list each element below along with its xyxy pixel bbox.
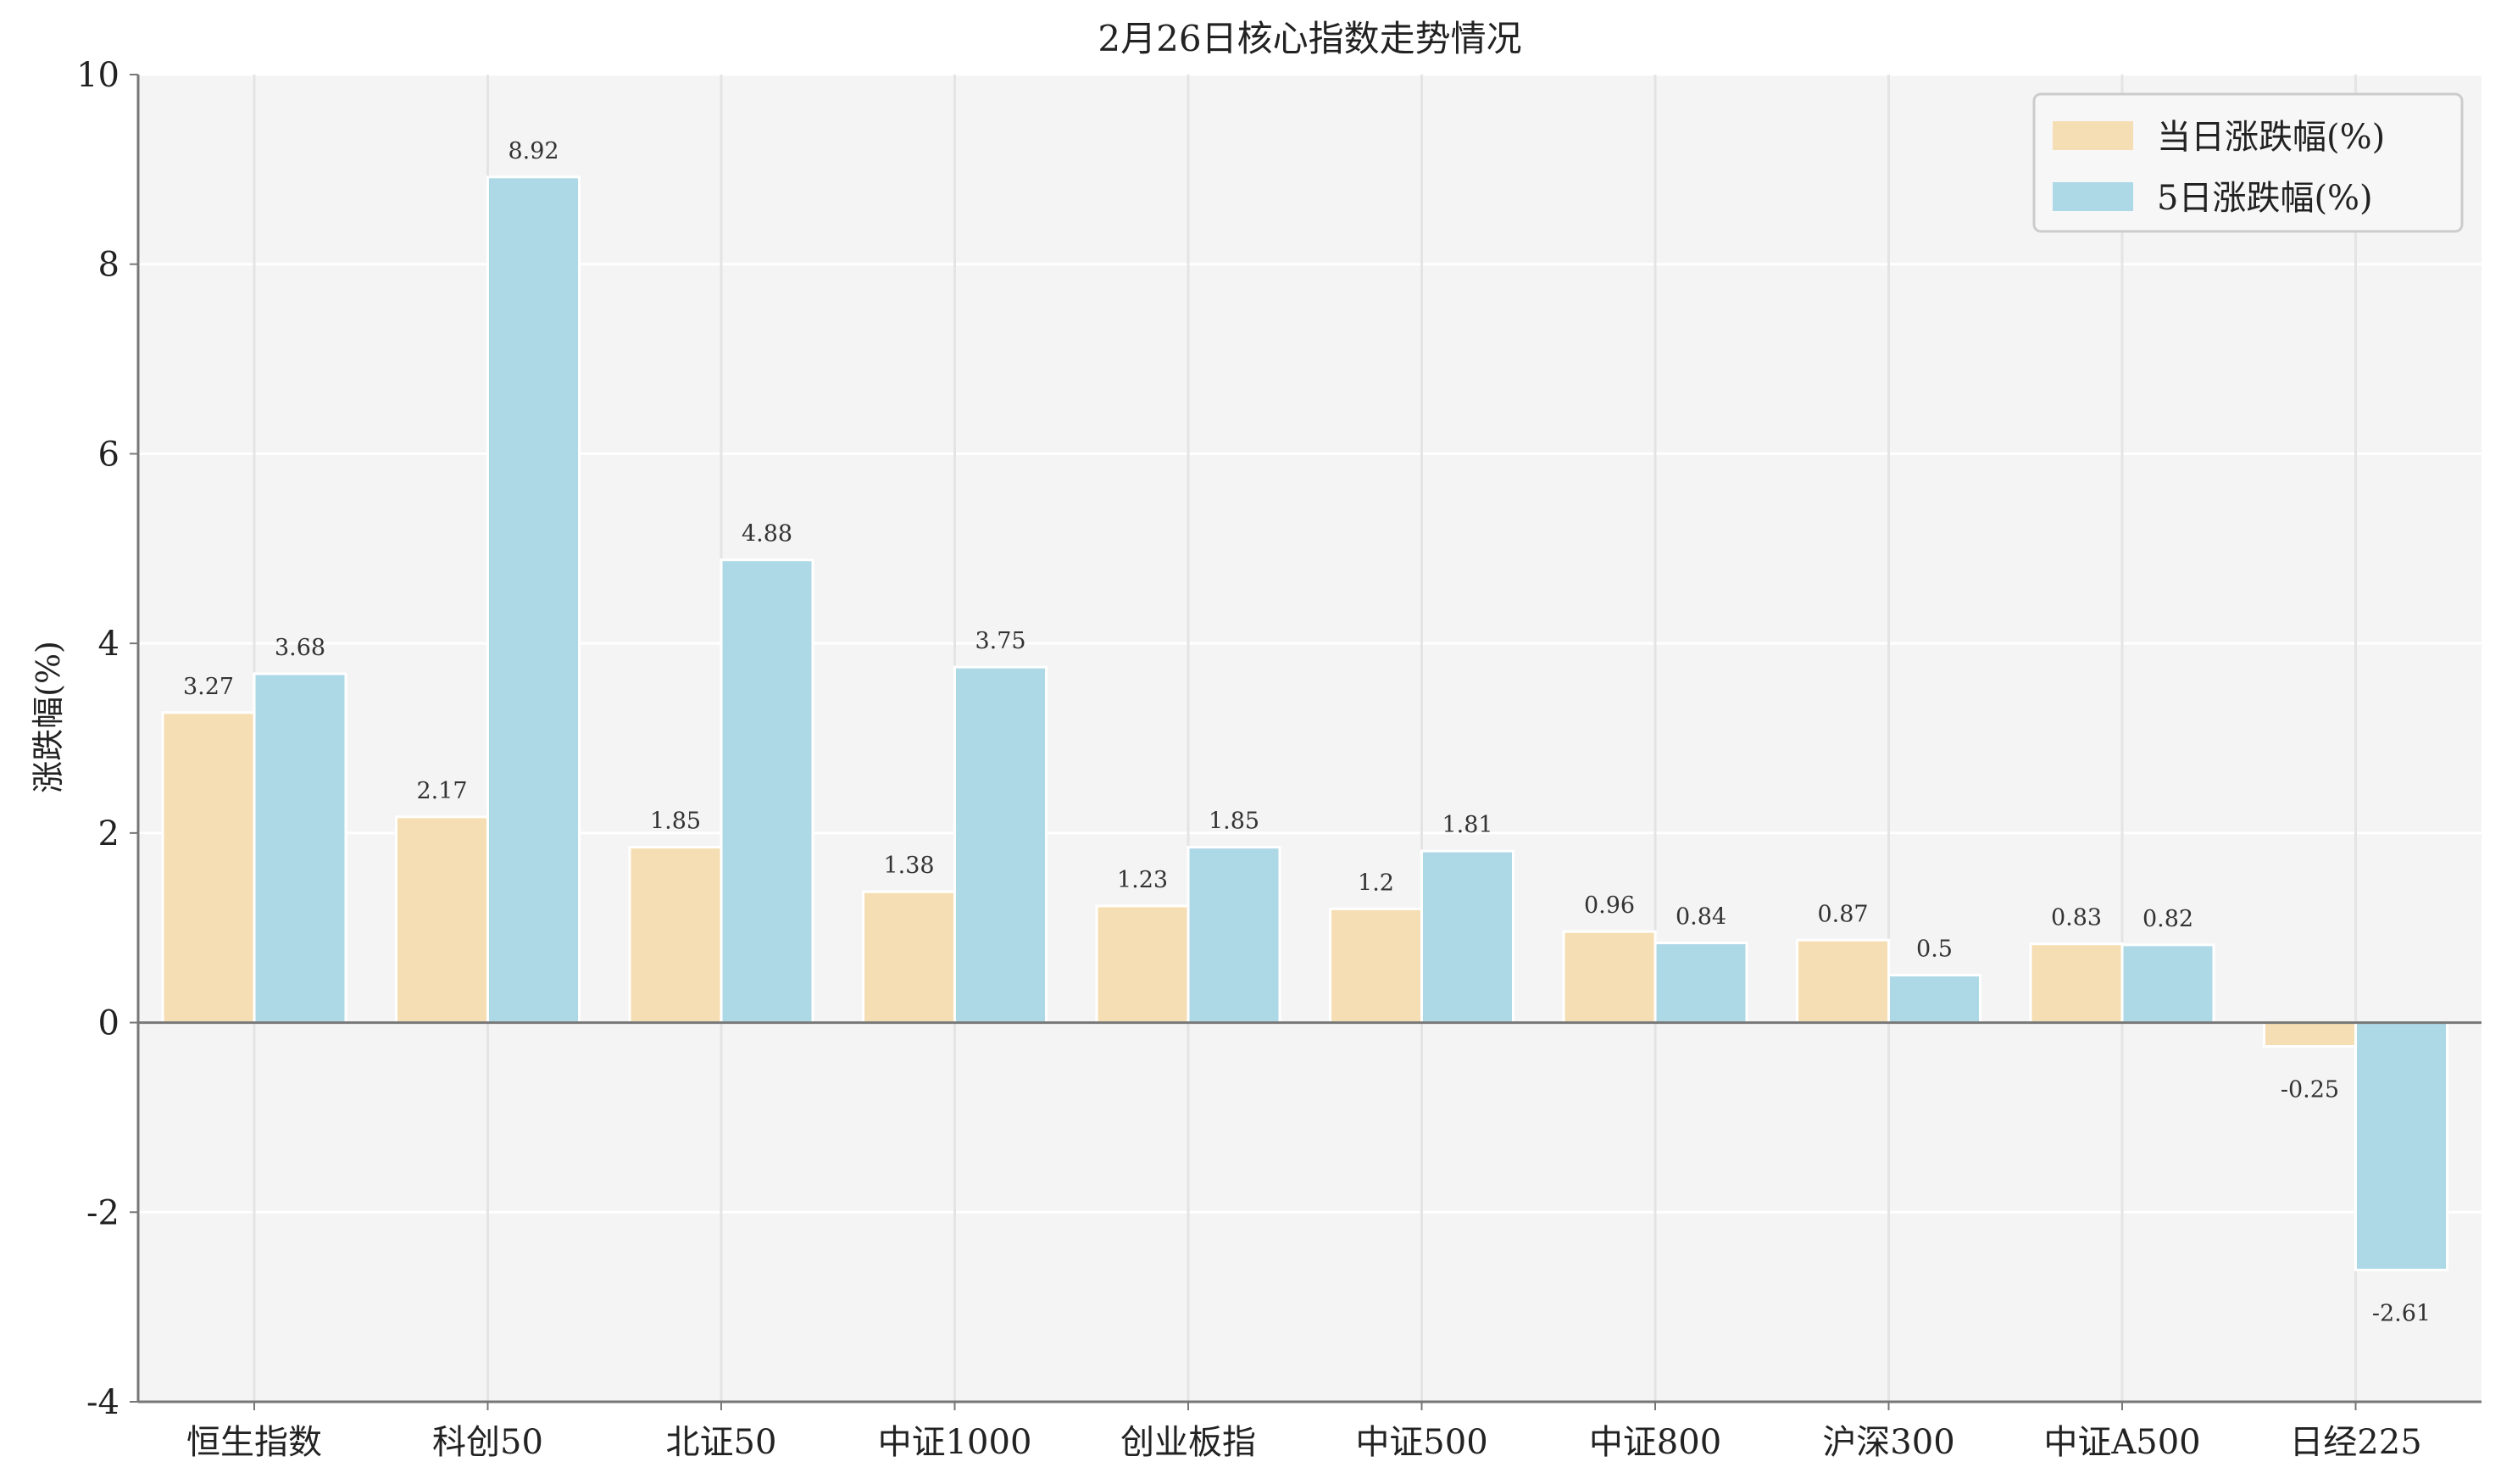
legend-label-daily: 当日涨跌幅(%) (2157, 118, 2385, 157)
bar-5day (253, 672, 347, 1025)
y-tick-label: -2 (86, 1193, 119, 1232)
bar-daily (2263, 1021, 2357, 1048)
data-label: 3.27 (183, 674, 234, 700)
bar-5day (953, 665, 1048, 1025)
x-tick-label: 中证500 (1355, 1423, 1487, 1462)
data-label: -0.25 (2281, 1077, 2339, 1103)
data-label: 3.68 (275, 635, 325, 661)
axes (130, 74, 2482, 1410)
data-label: 1.23 (1117, 867, 1168, 893)
y-tick-label: -4 (86, 1383, 119, 1422)
data-label: 1.85 (650, 809, 701, 835)
data-label: 0.96 (1584, 892, 1635, 919)
y-tick-label: 4 (98, 625, 119, 664)
y-tick-label: 0 (98, 1004, 119, 1043)
bars (161, 175, 2448, 1272)
legend: 当日涨跌幅(%) 5日涨跌幅(%) (2032, 92, 2464, 233)
x-tick-label: 科创50 (432, 1423, 543, 1462)
data-label: -2.61 (2372, 1301, 2431, 1327)
y-tick-label: 8 (98, 246, 119, 285)
data-label: 0.82 (2143, 906, 2193, 932)
data-label: 0.84 (1676, 904, 1726, 931)
data-label: 8.92 (508, 138, 559, 164)
bar-5day (2120, 943, 2215, 1025)
y-axis-label: 涨跌幅(%) (30, 641, 67, 793)
bar-daily (1095, 904, 1190, 1025)
data-label: 1.81 (1442, 812, 1492, 838)
x-tick-label: 创业板指 (1120, 1423, 1256, 1462)
data-label: 2.17 (416, 778, 467, 804)
data-label: 0.83 (2051, 905, 2102, 931)
tick-labels: -4 -2 0 2 4 6 8 10 恒生指数 科创50 北证50 中证1000 创业板指 中证500 中证… (76, 56, 2422, 1462)
data-label: 1.85 (1209, 809, 1259, 835)
x-tick-label: 北证50 (666, 1423, 777, 1462)
bar-5day (2354, 1021, 2448, 1272)
legend-box (2032, 92, 2464, 233)
x-tick-label: 中证1000 (878, 1423, 1032, 1462)
bar-5day (720, 559, 814, 1025)
data-label: 1.2 (1358, 870, 1394, 896)
bar-daily (862, 890, 956, 1025)
bar-daily (395, 815, 489, 1025)
bar-daily (161, 711, 256, 1025)
bar-5day (1887, 974, 1981, 1025)
x-tick-label: 恒生指数 (186, 1423, 322, 1462)
legend-swatch-daily (2053, 121, 2133, 150)
bar-5day (1187, 846, 1281, 1025)
bar-daily (2029, 942, 2124, 1025)
legend-label-5day: 5日涨跌幅(%) (2157, 179, 2373, 218)
bar-5day (1653, 942, 1748, 1025)
bar-5day (1420, 849, 1514, 1025)
data-label: 4.88 (742, 521, 792, 547)
bar-daily (1329, 907, 1423, 1025)
x-tick-label: 日经225 (2289, 1423, 2421, 1462)
data-labels: 3.27 2.17 1.85 1.38 1.23 1.2 0.96 0.87 0.83 -0.25… (183, 138, 2431, 1327)
bar-daily (1562, 930, 1657, 1025)
data-label: 0.87 (1817, 901, 1868, 927)
y-tick-label: 10 (76, 56, 119, 95)
x-tick-label: 中证800 (1589, 1423, 1721, 1462)
data-label: 0.5 (1916, 937, 1953, 963)
x-tick-label: 中证A500 (2043, 1423, 2200, 1462)
data-label: 1.38 (883, 853, 934, 879)
chart-title: 2月26日核心指数走势情况 (1098, 18, 1521, 59)
bar-daily (1796, 938, 1890, 1025)
data-label: 3.75 (975, 628, 1025, 654)
bar-5day (486, 175, 581, 1025)
x-tick-label: 沪深300 (1822, 1423, 1954, 1462)
bar-daily (628, 846, 723, 1025)
y-tick-label: 2 (98, 814, 119, 853)
legend-swatch-5day (2053, 182, 2133, 211)
y-tick-label: 6 (98, 435, 119, 474)
